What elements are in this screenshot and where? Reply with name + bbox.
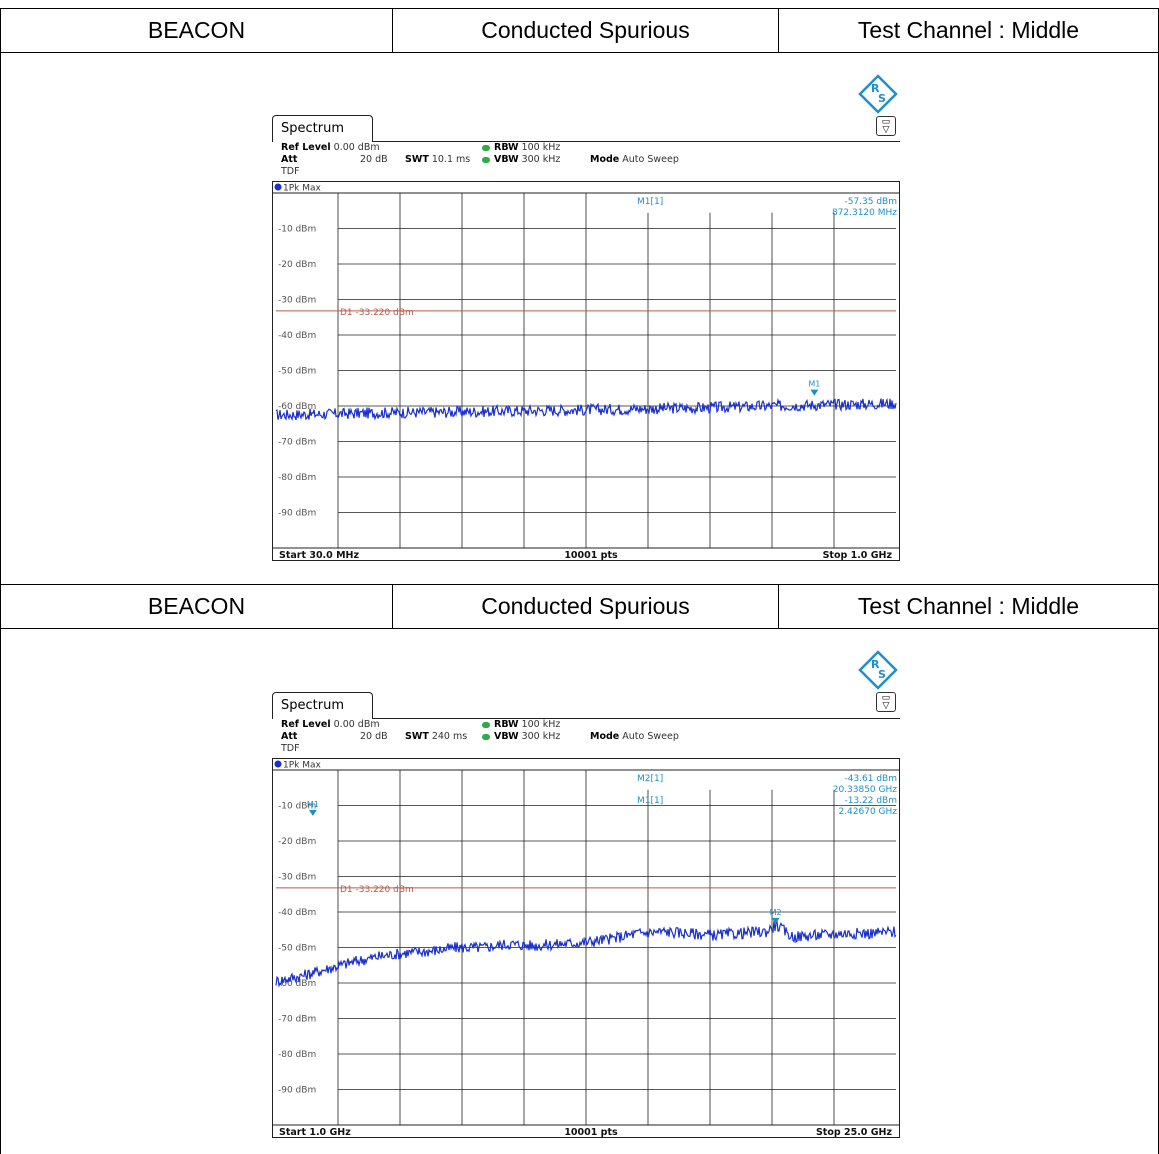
menu-icon[interactable]: ▭ ▽ (876, 692, 896, 712)
y-tick-label: -70 dBm (278, 438, 316, 448)
header-row-2: BEACON Conducted Spurious Test Channel :… (0, 584, 1159, 629)
spectrum-tab[interactable]: Spectrum (272, 115, 373, 142)
marker-readout-name: M1[1] (637, 197, 663, 207)
threshold-label: D1 -33.220 dBm (340, 885, 414, 895)
ref-level: Ref Level 0.00 dBm (281, 142, 380, 153)
status-dot (482, 721, 490, 728)
rbw: RBW 100 kHz (482, 719, 560, 730)
status-dot (482, 733, 490, 740)
sweep-mode: Mode Auto Sweep (590, 154, 679, 165)
stop-frequency: Stop 25.0 GHz (816, 1127, 893, 1138)
trace-dot (274, 183, 282, 191)
stop-frequency: Stop 1.0 GHz (823, 550, 893, 561)
marker-readout-level: -43.61 dBm (844, 774, 897, 784)
y-tick-label: -90 dBm (278, 509, 316, 519)
test-cell: Conducted Spurious (393, 585, 779, 628)
y-tick-label: -20 dBm (278, 837, 316, 847)
start-frequency: Start 1.0 GHz (279, 1127, 351, 1138)
y-tick-label: -90 dBm (278, 1086, 316, 1096)
y-tick-label: -10 dBm (278, 225, 316, 235)
channel-cell: Test Channel : Middle (779, 9, 1159, 52)
sweep-mode: Mode Auto Sweep (590, 731, 679, 742)
status-dot (482, 156, 490, 163)
y-tick-label: -30 dBm (278, 296, 316, 306)
y-tick-label: -10 dBm (278, 802, 316, 812)
marker-readout-level: -13.22 dBm (844, 796, 897, 806)
marker-triangle (771, 917, 780, 924)
swt: SWT 10.1 ms (405, 154, 471, 165)
y-tick-label: -60 dBm (278, 979, 316, 989)
att: Att (281, 731, 298, 742)
tdf: TDF (281, 743, 300, 754)
status-dot (482, 144, 490, 151)
att-value: 20 dB (360, 731, 388, 742)
marker-name: M2 (770, 908, 782, 917)
y-tick-label: -40 dBm (278, 331, 316, 341)
y-tick-label: -60 dBm (278, 402, 316, 412)
display-frame (272, 181, 900, 561)
trace-line (275, 920, 897, 988)
marker-readout-name: M1[1] (637, 796, 663, 806)
display-frame (272, 758, 900, 1138)
y-tick-label: -40 dBm (278, 908, 316, 918)
marker-readout-name: M2[1] (637, 774, 663, 784)
mode-cell: BEACON (0, 9, 393, 52)
marker-triangle (810, 389, 819, 396)
y-tick-label: -30 dBm (278, 873, 316, 883)
y-tick-label: -20 dBm (278, 260, 316, 270)
start-frequency: Start 30.0 MHz (279, 550, 359, 561)
tab-label: Spectrum (281, 698, 344, 713)
sweep-points: 10001 pts (564, 1127, 618, 1138)
marker-triangle (308, 809, 317, 816)
mode-cell: BEACON (0, 585, 393, 628)
marker-readout-freq: 872.3120 MHz (832, 208, 897, 218)
vbw: VBW 300 kHz (482, 154, 560, 165)
svg-text:S: S (878, 668, 886, 681)
marker-readout-freq: 20.33850 GHz (833, 785, 898, 795)
menu-icon[interactable]: ▭ ▽ (876, 116, 896, 136)
svg-text:S: S (878, 92, 886, 105)
svg-text:R: R (871, 658, 880, 671)
y-tick-label: -70 dBm (278, 1015, 316, 1025)
tab-label: Spectrum (281, 121, 344, 136)
test-cell: Conducted Spurious (393, 9, 779, 52)
spectrum-tab[interactable]: Spectrum (272, 692, 373, 719)
trace-line (275, 397, 897, 422)
channel-cell: Test Channel : Middle (779, 585, 1159, 628)
sweep-points: 10001 pts (564, 550, 618, 561)
marker-readout-freq: 2.42670 GHz (838, 807, 897, 817)
spectrum-screenshot-2: Spectrum Ref Level 0.00 dBm Att 20 dB TD… (272, 692, 900, 1139)
trace-label: 1Pk Max (283, 184, 322, 194)
spectrum-screenshot-1: Spectrum Ref Level 0.00 dBm Att 20 dB TD… (272, 115, 900, 562)
tdf: TDF (281, 166, 300, 177)
att-value: 20 dB (360, 154, 388, 165)
svg-text:R: R (871, 82, 880, 95)
divider (372, 718, 900, 719)
trace-label: 1Pk Max (283, 761, 322, 771)
vbw: VBW 300 kHz (482, 731, 560, 742)
marker-readout-level: -57.35 dBm (844, 197, 897, 207)
marker-name: M1 (307, 800, 319, 809)
divider (372, 141, 900, 142)
spectrum-plot: 1Pk Max -10 dBm -20 dBm -30 dBm -40 dBm -50 d… (272, 181, 900, 561)
y-tick-label: -80 dBm (278, 1050, 316, 1060)
y-tick-label: -50 dBm (278, 944, 316, 954)
rbw: RBW 100 kHz (482, 142, 560, 153)
header-row-1: BEACON Conducted Spurious Test Channel :… (0, 8, 1159, 53)
y-tick-label: -50 dBm (278, 367, 316, 377)
spectrum-plot: 1Pk Max -10 dBm -20 dBm -30 dBm -40 dBm -50 d… (272, 758, 900, 1138)
y-tick-label: -80 dBm (278, 473, 316, 483)
trace-dot (274, 760, 282, 768)
threshold-label: D1 -33.220 dBm (340, 308, 414, 318)
ref-level: Ref Level 0.00 dBm (281, 719, 380, 730)
swt: SWT 240 ms (405, 731, 468, 742)
marker-name: M1 (808, 380, 820, 389)
att: Att (281, 154, 298, 165)
